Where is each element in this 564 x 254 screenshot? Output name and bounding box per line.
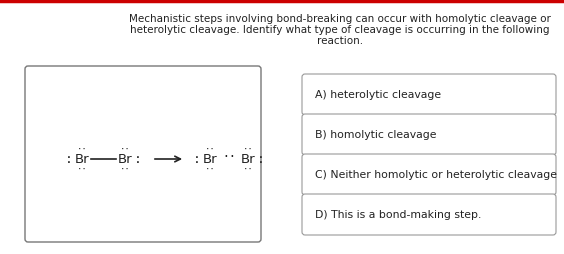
FancyBboxPatch shape [25,67,261,242]
Text: ··: ·· [243,165,253,174]
Text: reaction.: reaction. [317,36,363,46]
Text: ··: ·· [205,165,215,174]
Text: ··: ·· [243,145,253,154]
Text: Br: Br [74,153,89,166]
Text: A) heterolytic cleavage: A) heterolytic cleavage [315,90,441,100]
FancyBboxPatch shape [302,75,556,116]
Text: ··: ·· [205,145,215,154]
Text: Br: Br [241,153,255,166]
Text: heterolytic cleavage. Identify what type of cleavage is occurring in the followi: heterolytic cleavage. Identify what type… [130,25,550,35]
Text: :: : [193,153,201,166]
Text: :: : [257,153,265,166]
Text: :: : [65,153,73,166]
FancyBboxPatch shape [302,115,556,155]
Text: Mechanistic steps involving bond-breaking can occur with homolytic cleavage or: Mechanistic steps involving bond-breakin… [129,14,551,24]
Text: ·: · [230,150,235,165]
Text: C) Neither homolytic or heterolytic cleavage: C) Neither homolytic or heterolytic clea… [315,170,557,180]
Text: ··: ·· [77,165,87,174]
Text: :: : [134,153,142,166]
Text: ··: ·· [120,165,130,174]
FancyBboxPatch shape [302,154,556,195]
Text: Br: Br [118,153,133,166]
Text: Br: Br [202,153,217,166]
Text: B) homolytic cleavage: B) homolytic cleavage [315,130,437,140]
Text: ·: · [223,150,228,165]
FancyBboxPatch shape [302,194,556,235]
Text: ··: ·· [120,145,130,154]
Text: D) This is a bond-making step.: D) This is a bond-making step. [315,210,482,220]
Text: ··: ·· [77,145,87,154]
